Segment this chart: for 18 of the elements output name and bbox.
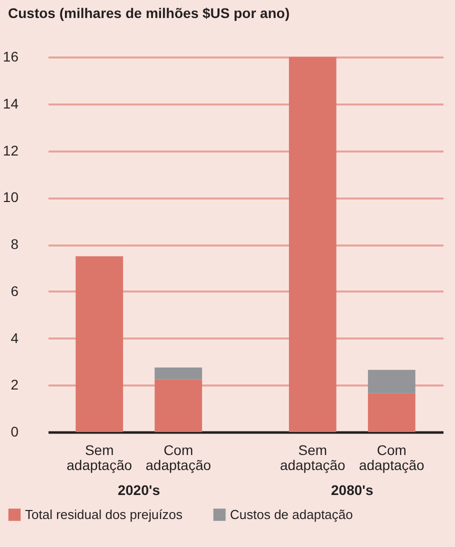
chart-title: Custos (milhares de milhões $US por ano) [8,5,290,21]
y-tick-label: 2 [10,376,19,393]
y-tick-label: 14 [2,95,19,112]
x-tick-label: Com adaptação [146,442,212,473]
y-tick-label: 0 [10,424,19,440]
legend-label: Custos de adaptação [230,506,353,522]
y-tick-label: 12 [2,142,19,158]
legend-label: Total residual dos prejuízos [25,506,184,522]
x-tick-label: Sem adaptação [280,442,346,473]
y-tick-label: 4 [10,330,19,346]
y-tick-label: 10 [2,189,19,206]
y-tick-label: 6 [10,282,19,299]
y-tick-label: 8 [10,236,19,252]
x-tick-label: Com adaptação [358,442,425,473]
text: 2080's [331,482,374,498]
text: 2020's [118,482,160,498]
y-tick-label: 16 [2,48,19,64]
x-tick-label: Sem adaptação [66,442,132,473]
